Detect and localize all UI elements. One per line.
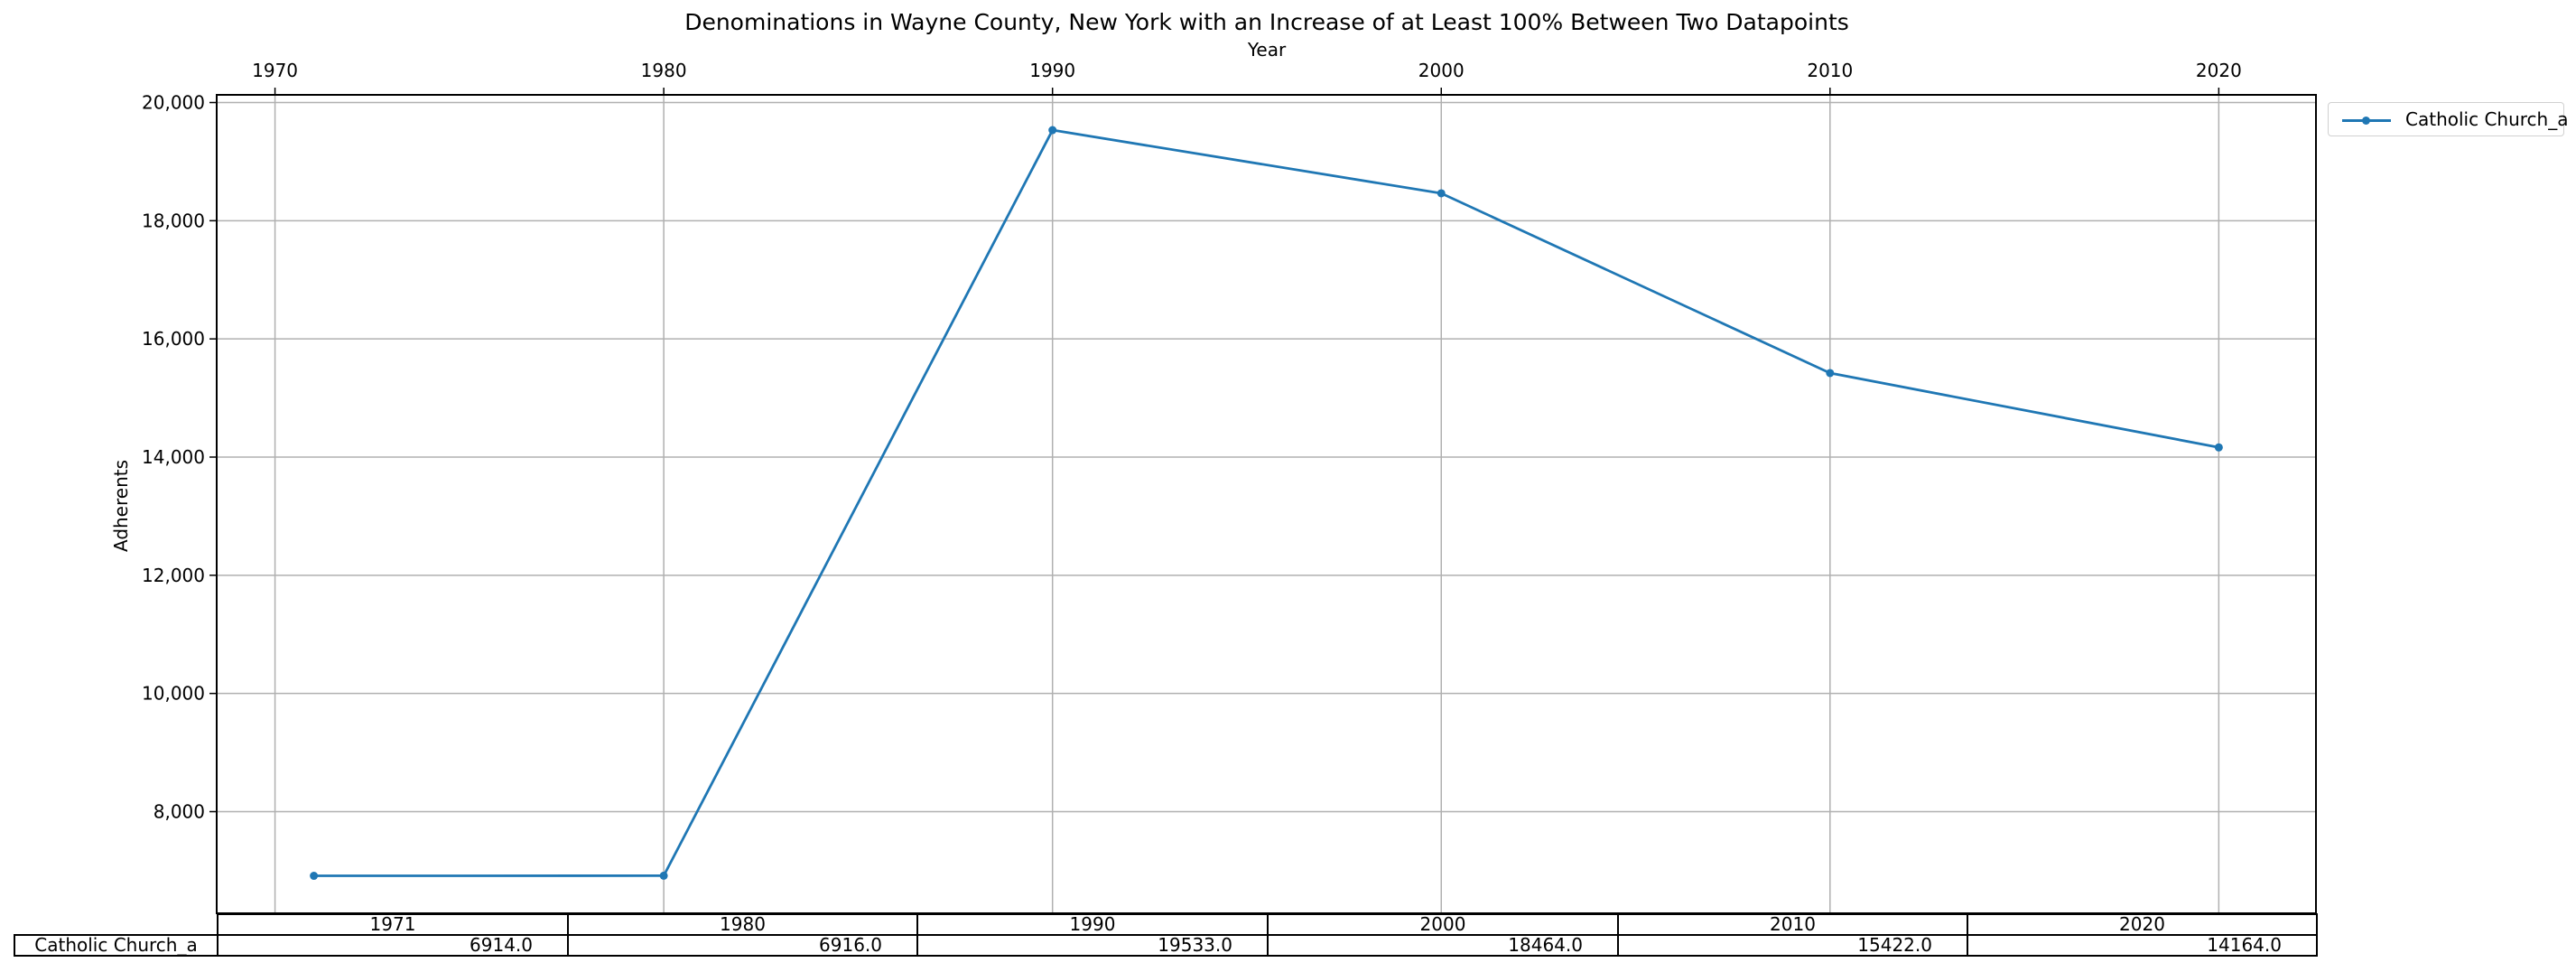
data-point bbox=[659, 871, 668, 880]
y-tick-label: 8,000 bbox=[153, 800, 205, 822]
data-point bbox=[1437, 189, 1446, 198]
data-table: 1971 1980 1990 2000 2010 2020 Catholic C… bbox=[14, 913, 2318, 957]
legend: Catholic Church_a bbox=[2328, 102, 2568, 136]
data-point bbox=[1048, 126, 1057, 135]
table-cell: 6914.0 bbox=[217, 934, 569, 957]
x-tick-label: 1970 bbox=[252, 60, 298, 81]
legend-label: Catholic Church_a bbox=[2405, 108, 2569, 130]
y-tick-label: 18,000 bbox=[142, 210, 205, 231]
y-tick-label: 10,000 bbox=[142, 683, 205, 705]
data-point bbox=[2214, 443, 2223, 452]
table-cell: 19533.0 bbox=[916, 934, 1269, 957]
table-col-header: 2020 bbox=[1967, 913, 2318, 936]
table-col-header: 2010 bbox=[1617, 913, 1968, 936]
plot-frame bbox=[216, 94, 2317, 914]
x-tick-label: 1990 bbox=[1029, 60, 1075, 81]
table-cell: 15422.0 bbox=[1617, 934, 1968, 957]
table-cell: 14164.0 bbox=[1967, 934, 2318, 957]
table-col-header: 1990 bbox=[916, 913, 1269, 936]
x-tick-label: 2000 bbox=[1418, 60, 1465, 81]
table-col-header: 2000 bbox=[1267, 913, 1619, 936]
table-cell: 18464.0 bbox=[1267, 934, 1619, 957]
y-tick-label: 14,000 bbox=[142, 446, 205, 468]
y-tick-label: 16,000 bbox=[142, 328, 205, 350]
data-point bbox=[310, 872, 319, 881]
axis-ticks: 1970 1980 1990 2000 2010 2020 8,000 10,000 12,00… bbox=[142, 60, 2242, 822]
x-axis-label: Year bbox=[1247, 39, 1287, 61]
table-cell: 6916.0 bbox=[567, 934, 918, 957]
table-col-header: 1980 bbox=[567, 913, 918, 936]
data-point bbox=[1826, 369, 1835, 378]
table-row: Catholic Church_a 6914.0 6916.0 19533.0 … bbox=[14, 934, 2318, 957]
x-tick-label: 2020 bbox=[2196, 60, 2242, 81]
series-line bbox=[313, 128, 2219, 877]
x-tick-label: 1980 bbox=[641, 60, 687, 81]
x-tick-label: 2010 bbox=[1807, 60, 1853, 81]
table-corner bbox=[14, 914, 218, 935]
series-layer bbox=[310, 126, 2223, 881]
chart-title: Denominations in Wayne County, New York … bbox=[684, 9, 1849, 35]
y-axis-label: Adherents bbox=[110, 460, 132, 552]
legend-marker bbox=[2362, 117, 2370, 125]
table-row-header: Catholic Church_a bbox=[14, 934, 219, 957]
y-tick-label: 12,000 bbox=[142, 565, 205, 586]
table-header-row: 1971 1980 1990 2000 2010 2020 bbox=[14, 913, 2318, 936]
grid-lines bbox=[217, 95, 2316, 913]
table-col-header: 1971 bbox=[217, 913, 569, 936]
y-tick-label: 20,000 bbox=[142, 92, 205, 114]
